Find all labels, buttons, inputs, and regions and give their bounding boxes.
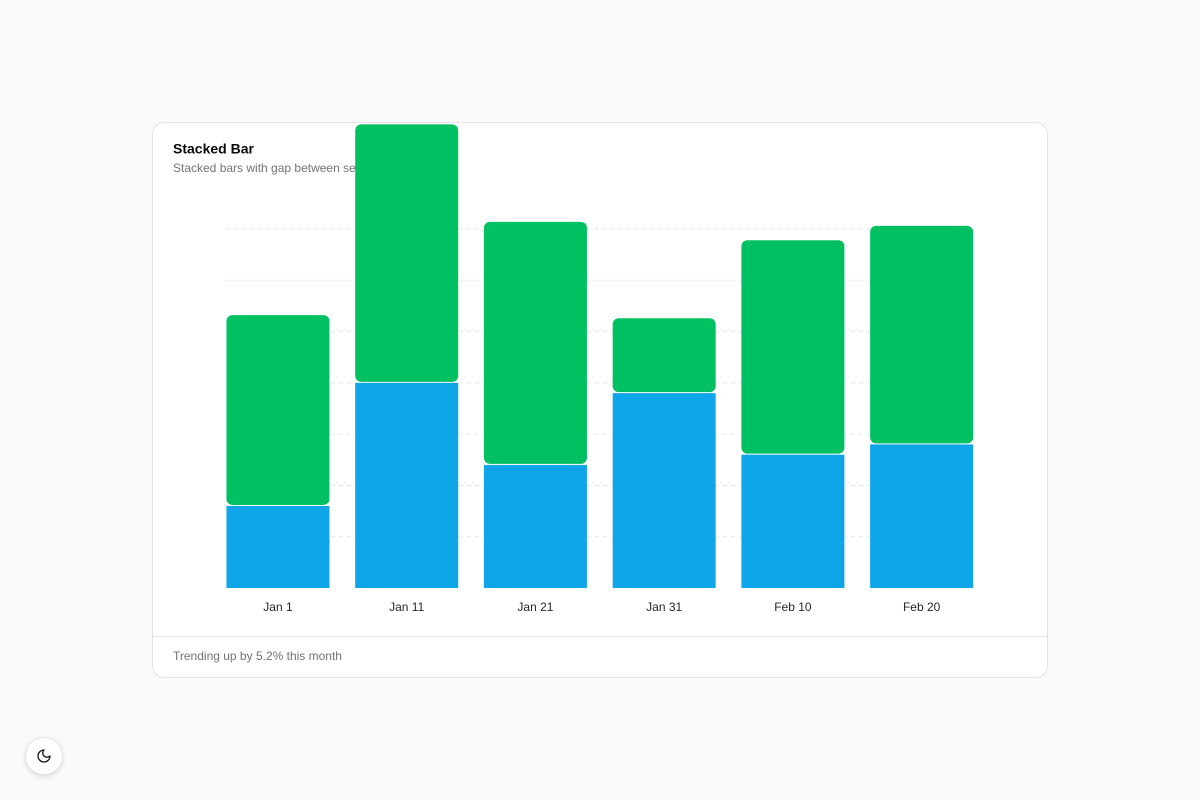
x-tick-label: Jan 21 [517, 600, 553, 614]
bar-segment [870, 225, 974, 444]
x-tick-label: Jan 11 [389, 600, 424, 614]
x-tick-label: Jan 31 [646, 600, 682, 614]
bar-segment [226, 315, 330, 505]
bar-segment [355, 124, 459, 382]
bar-segment [612, 318, 716, 393]
bar-segment [483, 464, 587, 588]
chart-title: Stacked Bar [173, 141, 254, 157]
x-tick-label: Feb 10 [774, 600, 812, 614]
moon-icon [37, 749, 51, 763]
bar-segment [870, 444, 974, 588]
plot: Jan 1 Jan 11 Jan 21 Jan 31 Feb 10 Feb 20 [226, 124, 974, 614]
chart-subtitle: Stacked bars with gap between segments [173, 161, 395, 175]
x-tick-label: Feb 20 [903, 600, 941, 614]
bar-segment [612, 393, 716, 588]
theme-toggle[interactable] [25, 737, 63, 775]
bar-segment [741, 454, 845, 588]
x-tick-label: Jan 1 [263, 600, 293, 614]
chart-footer: Trending up by 5.2% this month [173, 649, 342, 663]
bar-segment [226, 505, 330, 588]
bar-segment [741, 240, 845, 454]
bar-segment [355, 382, 459, 588]
bar-segment [483, 221, 587, 464]
